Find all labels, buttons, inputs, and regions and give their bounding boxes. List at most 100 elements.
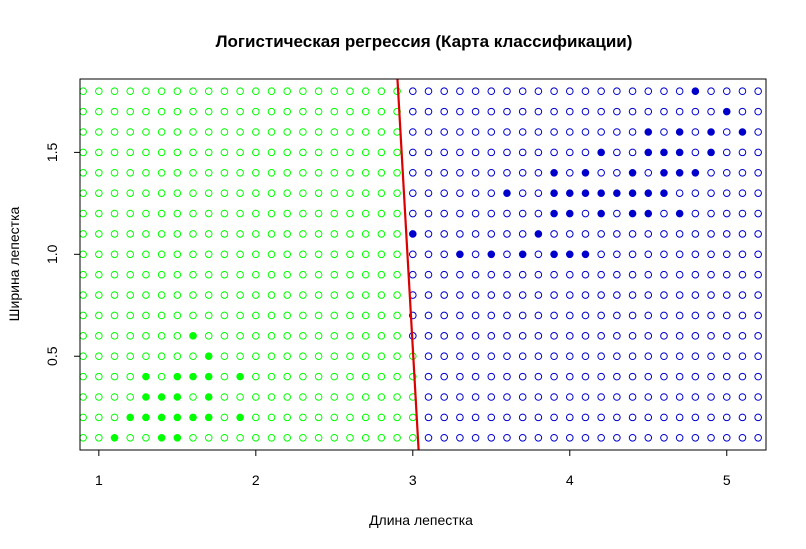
grid-point [267, 107, 276, 116]
grid-point [79, 107, 87, 116]
grid-point [409, 168, 417, 177]
grid-point [283, 189, 292, 197]
grid-point [660, 87, 668, 96]
grid-point [581, 270, 590, 279]
data-point [534, 230, 543, 238]
grid-point [173, 230, 182, 238]
grid-point [330, 250, 339, 259]
data-point [675, 168, 684, 177]
data-point [722, 107, 731, 116]
grid-point [95, 393, 103, 401]
grid-point [534, 372, 543, 381]
grid-point [173, 332, 182, 340]
data-point [550, 189, 558, 197]
grid-point [503, 291, 511, 299]
grid-point [456, 128, 464, 136]
grid-point [157, 250, 166, 259]
grid-point [220, 87, 229, 96]
y-axis-label: Ширина лепестка [6, 206, 22, 321]
grid-point [142, 250, 150, 259]
grid-point [220, 230, 229, 238]
grid-point [424, 168, 433, 177]
data-point [204, 413, 213, 422]
grid-point [707, 393, 715, 401]
grid-point [550, 128, 558, 136]
grid-point [754, 393, 762, 401]
grid-point [393, 393, 401, 401]
grid-point [346, 107, 354, 116]
grid-point [142, 352, 150, 361]
grid-point [550, 87, 558, 96]
grid-point [346, 209, 354, 218]
grid-point [597, 250, 605, 259]
grid-point [330, 148, 339, 157]
grid-point [644, 270, 653, 279]
grid-point [675, 393, 684, 401]
grid-point [361, 372, 370, 381]
grid-point [424, 413, 433, 422]
grid-point [581, 413, 590, 422]
grid-point [738, 433, 747, 442]
grid-point [361, 291, 370, 299]
grid-point [754, 148, 762, 157]
grid-point [252, 107, 260, 116]
grid-point [361, 332, 370, 340]
grid-point [565, 107, 574, 116]
grid-point [565, 372, 574, 381]
grid-point [707, 311, 715, 320]
grid-point [110, 209, 119, 218]
grid-point [110, 352, 119, 361]
grid-point [613, 230, 621, 238]
grid-point [79, 168, 87, 177]
grid-point [267, 87, 276, 96]
data-point [565, 250, 574, 259]
grid-point [252, 128, 260, 136]
grid-point [361, 352, 370, 361]
grid-point [189, 230, 197, 238]
grid-point [691, 107, 700, 116]
grid-point [267, 413, 276, 422]
grid-point [110, 250, 119, 259]
grid-point [346, 372, 354, 381]
grid-point [628, 230, 637, 238]
grid-point [722, 270, 731, 279]
grid-point [440, 209, 448, 218]
grid-point [157, 372, 166, 381]
grid-point [346, 230, 354, 238]
grid-point [754, 209, 762, 218]
grid-point [707, 270, 715, 279]
grid-point [95, 372, 103, 381]
grid-point [173, 250, 182, 259]
grid-point [189, 107, 197, 116]
grid-point [565, 332, 574, 340]
grid-point [565, 168, 574, 177]
grid-point [110, 189, 119, 197]
grid-point [691, 250, 700, 259]
grid-point [299, 209, 307, 218]
x-tick-label: 4 [566, 472, 574, 488]
grid-point [738, 148, 747, 157]
grid-point [738, 311, 747, 320]
grid-point [361, 393, 370, 401]
grid-point [409, 148, 417, 157]
grid-point [314, 128, 323, 136]
grid-point [236, 393, 244, 401]
grid-point [644, 230, 653, 238]
grid-point [424, 291, 433, 299]
grid-point [644, 107, 653, 116]
data-point [236, 413, 244, 422]
grid-point [95, 230, 103, 238]
data-point [691, 168, 700, 177]
y-axis: 0.5 1.0 1.5 [44, 142, 80, 366]
grid-point [79, 87, 87, 96]
grid-point [754, 107, 762, 116]
chart-title: Логистическая регрессия (Карта классифик… [216, 32, 633, 51]
grid-point [126, 87, 135, 96]
grid-point [503, 148, 511, 157]
grid-point [628, 87, 637, 96]
data-point [550, 168, 558, 177]
grid-point [675, 433, 684, 442]
grid-point [220, 291, 229, 299]
grid-point [613, 168, 621, 177]
grid-point [126, 332, 135, 340]
